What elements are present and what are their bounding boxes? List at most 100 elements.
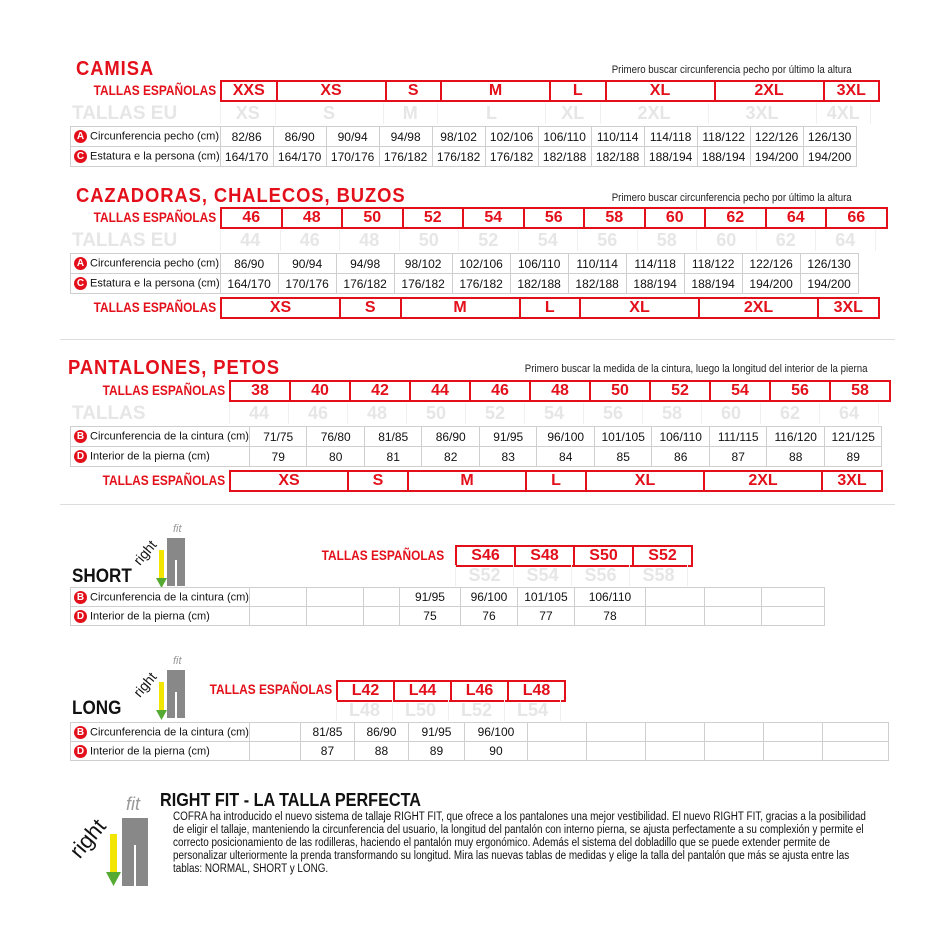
value-cell: 106/110 — [537, 126, 592, 147]
row-label: A Circunferencia pecho (cm) — [70, 126, 221, 147]
badge-d-icon: D — [74, 450, 87, 463]
value-cell: 176/182 — [393, 273, 453, 294]
size-cell: S46 — [455, 545, 516, 567]
value-cell: 126/130 — [799, 253, 859, 274]
short-title: SHORT — [72, 566, 132, 587]
value-cell: 86/90 — [219, 253, 279, 274]
size-cell: 56 — [769, 380, 831, 402]
size-cell: XS — [229, 470, 349, 492]
size-cell: 64 — [764, 207, 827, 229]
size-cell: XL — [579, 297, 700, 319]
row-label-text: Estatura e la persona (cm) — [90, 277, 220, 290]
data-table: B Circunferencia de la cintura (cm) 71/75 7… — [70, 426, 883, 467]
size-cell: 44 — [220, 230, 281, 251]
size-cell: XL — [545, 103, 601, 124]
eu-sizes-row: 44 46 48 50 52 54 56 58 60 62 64 — [220, 230, 876, 251]
size-cell: XS — [275, 80, 387, 102]
value-cell — [760, 587, 825, 607]
size-cell: L48 — [336, 700, 393, 721]
es-label: TALLAS ESPAÑOLAS — [93, 209, 216, 225]
long-es-label: TALLAS ESPAÑOLAS — [209, 681, 332, 697]
table-row: B Circunferencia de la cintura (cm) 91/95 9… — [70, 587, 825, 607]
value-cell — [762, 722, 823, 742]
value-cell — [760, 606, 825, 626]
row-label: D Interior de la pierna (cm) — [70, 741, 250, 761]
size-cell: 4XL — [815, 103, 871, 124]
svg-text:fit: fit — [126, 794, 141, 814]
value-cell: 194/200 — [799, 273, 859, 294]
table-row: C Estatura e la persona (cm) 164/170 170/17… — [70, 273, 859, 294]
es-sizes-row: 46 48 50 52 54 56 58 60 62 64 66 — [220, 207, 888, 229]
value-cell: 176/182 — [484, 146, 539, 167]
value-cell — [362, 587, 400, 607]
size-cell: M — [382, 103, 438, 124]
table-row: A Circunferencia pecho (cm) 86/90 90/94 94/9… — [70, 253, 859, 274]
value-cell — [305, 587, 364, 607]
pantalones-title: PANTALONES, PETOS — [68, 357, 280, 379]
table-row: A Circunferencia pecho (cm) 82/86 86/90 90/9… — [70, 126, 857, 147]
value-cell: 164/170 — [219, 146, 274, 167]
value-cell: 82 — [421, 446, 480, 467]
svg-text:right: right — [135, 537, 160, 568]
value-cell — [526, 741, 587, 761]
value-cell — [644, 722, 705, 742]
size-cell: L — [437, 103, 546, 124]
row-label-text: Interior de la pierna (cm) — [90, 744, 210, 757]
divider — [60, 504, 895, 505]
value-cell: 118/122 — [683, 253, 743, 274]
size-cell: 54 — [709, 380, 771, 402]
value-cell — [305, 606, 364, 626]
value-cell: 94/98 — [378, 126, 433, 147]
size-cell: S58 — [629, 565, 688, 586]
size-cell: 64 — [819, 403, 879, 424]
value-cell — [248, 722, 301, 742]
value-cell: 85 — [593, 446, 653, 467]
row-label-text: Circunferencia pecho (cm) — [90, 130, 219, 143]
size-cell: 44 — [409, 380, 471, 402]
value-cell: 83 — [478, 446, 538, 467]
size-cell: 46 — [220, 207, 283, 229]
size-cell: 58 — [636, 230, 697, 251]
value-cell — [644, 741, 705, 761]
value-cell: 75 — [398, 606, 461, 626]
eu-sizes-row: XS S M L XL 2XL 3XL 4XL — [220, 103, 871, 124]
es-sizes-row: XXS XS S M L XL 2XL 3XL — [220, 80, 880, 102]
size-cell: 58 — [642, 403, 702, 424]
size-cell: 46 — [279, 230, 340, 251]
rightfit-logo-icon: right fit — [72, 794, 148, 886]
value-cell: 176/182 — [431, 146, 486, 167]
size-cell: S56 — [571, 565, 630, 586]
value-cell: 82/86 — [219, 126, 274, 147]
size-cell: XS — [220, 297, 341, 319]
value-cell — [585, 741, 646, 761]
value-cell — [248, 741, 301, 761]
size-cell: 54 — [524, 403, 584, 424]
value-cell: 102/106 — [484, 126, 539, 147]
value-cell — [362, 606, 400, 626]
data-table: A Circunferencia pecho (cm) 86/90 90/94 94/9… — [70, 253, 859, 294]
value-cell: 89 — [407, 741, 465, 761]
value-cell: 182/188 — [537, 146, 592, 167]
eu-label: TALLAS EU — [72, 230, 178, 251]
table-row: C Estatura e la persona (cm) 164/170 164/17… — [70, 146, 857, 167]
table-row: D Interior de la pierna (cm) 75 76 77 78 — [70, 606, 825, 626]
value-cell — [703, 722, 764, 742]
size-cell: S — [384, 80, 442, 102]
size-cell: L42 — [336, 680, 395, 702]
short-es-label: TALLAS ESPAÑOLAS — [321, 547, 444, 563]
svg-text:fit: fit — [173, 655, 183, 667]
value-cell: 96/100 — [463, 722, 528, 742]
value-cell: 91/95 — [478, 426, 538, 447]
size-cell: XL — [604, 80, 716, 102]
size-cell: 56 — [577, 230, 638, 251]
es-label: TALLAS ESPAÑOLAS — [102, 382, 225, 398]
value-cell: 114/118 — [625, 253, 685, 274]
row-label-text: Circunferencia de la cintura (cm) — [90, 430, 249, 443]
value-cell — [703, 606, 762, 626]
value-cell: 88 — [353, 741, 409, 761]
size-cell: L44 — [393, 680, 452, 702]
value-cell: 90/94 — [325, 126, 380, 147]
value-cell: 86/90 — [272, 126, 327, 147]
size-cell: XXS — [220, 80, 278, 102]
eu-sizes-row: 44 46 48 50 52 54 56 58 60 62 64 — [229, 403, 879, 424]
